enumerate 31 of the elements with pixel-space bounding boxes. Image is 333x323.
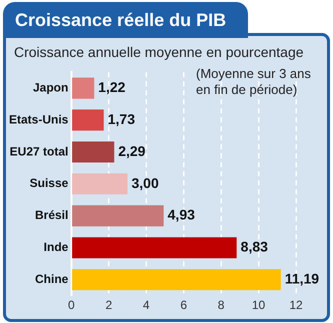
bar	[72, 141, 114, 163]
y-tick-label: Etats-Unis	[9, 112, 69, 126]
chart-title: Croissance réelle du PIB	[15, 10, 226, 31]
chart-subtitle: Croissance annuelle moyenne en pourcentage	[14, 44, 304, 60]
bar	[72, 205, 164, 226]
x-tick-label: 12	[289, 298, 303, 312]
y-tick-label: Chine	[35, 272, 69, 286]
data-label: 8,83	[240, 238, 268, 255]
y-tick-label: Suisse	[30, 176, 69, 190]
x-tick-label: 8	[218, 298, 225, 312]
data-label: 2,29	[118, 142, 146, 159]
data-label: 11,19	[284, 270, 320, 286]
x-tick-label: 6	[180, 298, 188, 312]
data-label: 4,93	[168, 206, 196, 223]
bar	[72, 78, 94, 99]
x-tick-label: 2	[105, 298, 112, 312]
y-tick-label: EU27 total	[10, 144, 68, 158]
data-label: 1,73	[108, 110, 136, 127]
annotation: (Moyenne sur 3 ans en fin de période)	[196, 66, 312, 98]
y-tick-label: Japon	[33, 80, 68, 94]
bar	[72, 269, 281, 290]
y-tick-label: Inde	[44, 240, 69, 254]
data-label: 1,22	[98, 79, 126, 96]
data-label: 3,00	[132, 174, 159, 191]
y-tick-label: Brésil	[34, 208, 68, 222]
x-tick-label: 10	[252, 298, 266, 312]
x-tick-label: 4	[142, 298, 150, 312]
bar	[72, 110, 104, 131]
bar	[72, 237, 237, 258]
bar	[72, 173, 128, 194]
x-tick-label: 0	[68, 298, 75, 312]
